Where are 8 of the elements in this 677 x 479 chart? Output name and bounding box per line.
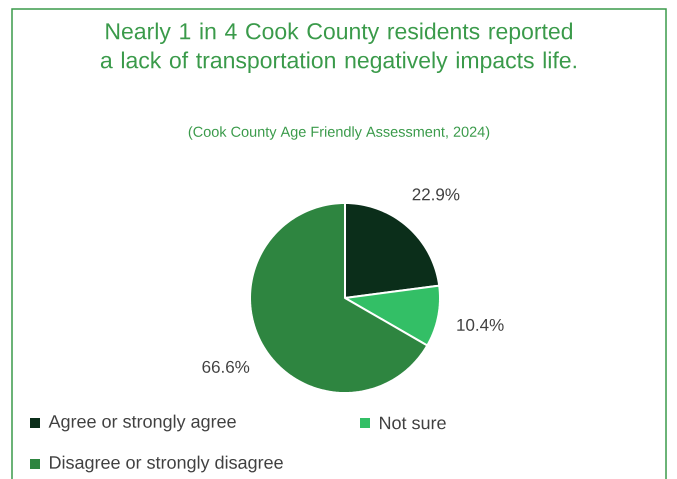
chart-subtitle: (Cook County Age Friendly Assessment, 2024) [188, 126, 490, 140]
legend-label: Disagree or strongly disagree [50, 456, 283, 472]
data-label: 22.9% [412, 188, 460, 200]
legend-label: Agree or strongly agree [48, 414, 236, 432]
chart-title: Nearly 1 in 4 Cook County residents reported a lack of transportation negatively impacts life. [100, 22, 576, 73]
data-label: 10.4% [457, 318, 504, 331]
data-label: 66.6% [202, 360, 250, 373]
legend-label: Not sure [380, 416, 446, 430]
